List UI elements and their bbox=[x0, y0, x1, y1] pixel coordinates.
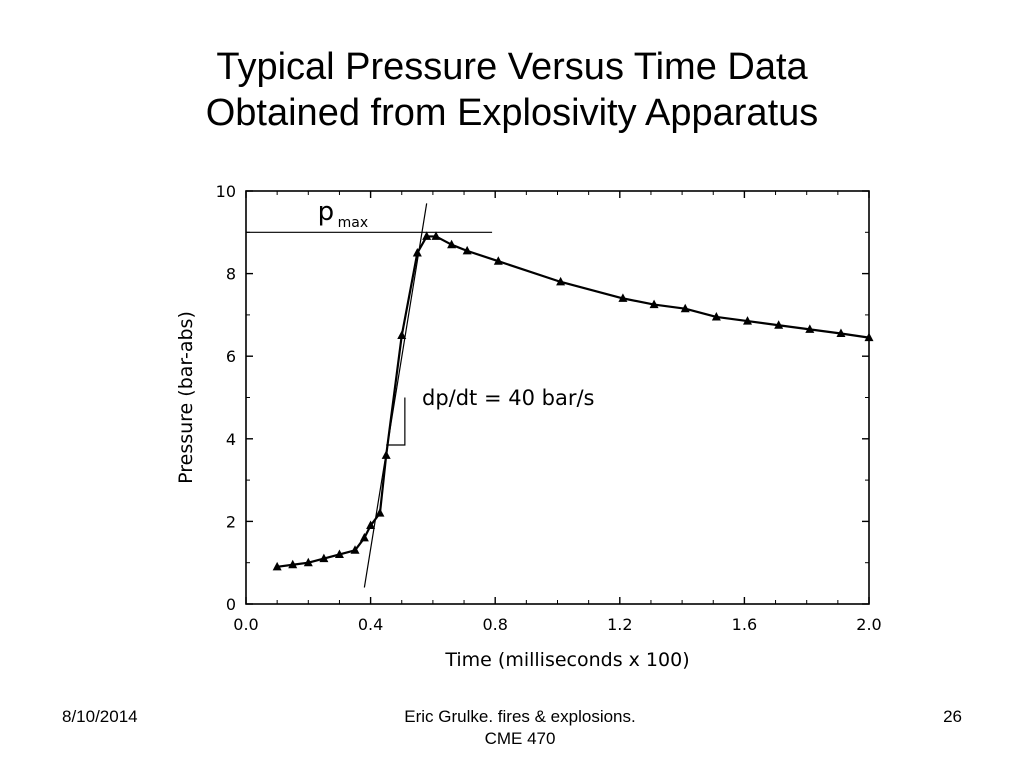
pmax-subscript: max bbox=[338, 215, 369, 231]
data-point-marker bbox=[334, 549, 344, 558]
footer-credit-line2: CME 470 bbox=[484, 729, 556, 748]
data-point-marker bbox=[272, 561, 282, 571]
data-point-marker bbox=[774, 320, 784, 329]
footer-page-number: 26 bbox=[943, 707, 962, 726]
slide-title-line2: Obtained from Explosivity Apparatus bbox=[205, 92, 819, 134]
data-point-marker bbox=[864, 332, 874, 342]
data-point-marker bbox=[618, 293, 628, 302]
x-tick-label: 1.2 bbox=[607, 615, 632, 634]
data-point-marker bbox=[462, 245, 472, 255]
data-point-marker bbox=[303, 557, 313, 567]
y-tick-label: 2 bbox=[226, 512, 236, 531]
x-axis-label: Time (milliseconds x 100) bbox=[444, 649, 689, 671]
y-axis-label: Pressure (bar-abs) bbox=[175, 311, 197, 484]
tangent-line bbox=[363, 203, 428, 588]
data-point-marker bbox=[359, 532, 369, 542]
data-point-marker bbox=[397, 330, 407, 340]
data-point-marker bbox=[743, 316, 753, 325]
slope-annotation: dp/dt = 40 bar/s bbox=[422, 386, 595, 410]
slide-title-line1: Typical Pressure Versus Time Data bbox=[216, 46, 808, 88]
footer-date: 8/10/2014 bbox=[62, 707, 138, 726]
pmax-label: p bbox=[318, 197, 335, 227]
data-point-marker bbox=[649, 299, 659, 309]
x-tick-label: 2.0 bbox=[856, 615, 881, 634]
slope-triangle bbox=[386, 397, 406, 446]
y-tick-label: 8 bbox=[226, 265, 236, 284]
footer-credit: Eric Grulke. fires & explosions. CME 470 bbox=[300, 706, 740, 750]
data-point-marker bbox=[711, 311, 721, 321]
x-tick-label: 0.8 bbox=[482, 615, 507, 634]
data-point-marker bbox=[381, 450, 391, 459]
data-point-marker bbox=[836, 328, 846, 337]
y-tick-label: 4 bbox=[226, 430, 236, 449]
data-point-marker bbox=[319, 553, 329, 563]
data-point-marker bbox=[412, 247, 422, 257]
y-tick-label: 0 bbox=[226, 595, 236, 614]
data-point-marker bbox=[422, 231, 432, 240]
data-point-marker bbox=[431, 231, 441, 240]
data-point-marker bbox=[375, 508, 385, 517]
data-point-marker bbox=[493, 256, 503, 265]
data-point-marker bbox=[805, 324, 815, 333]
x-tick-label: 0.4 bbox=[358, 615, 383, 634]
data-point-marker bbox=[366, 520, 376, 530]
x-tick-label: 0.0 bbox=[233, 615, 258, 634]
slide-title: Typical Pressure Versus Time Data Obtain… bbox=[0, 44, 1024, 136]
data-point-marker bbox=[680, 303, 690, 313]
y-tick-label: 6 bbox=[226, 347, 236, 366]
data-point-marker bbox=[288, 559, 298, 569]
y-tick-label: 10 bbox=[216, 182, 236, 201]
data-point-marker bbox=[556, 276, 566, 286]
data-point-marker bbox=[447, 239, 457, 249]
x-tick-label: 1.6 bbox=[732, 615, 757, 634]
footer-credit-line1: Eric Grulke. fires & explosions. bbox=[404, 707, 636, 726]
data-point-marker bbox=[350, 545, 360, 554]
